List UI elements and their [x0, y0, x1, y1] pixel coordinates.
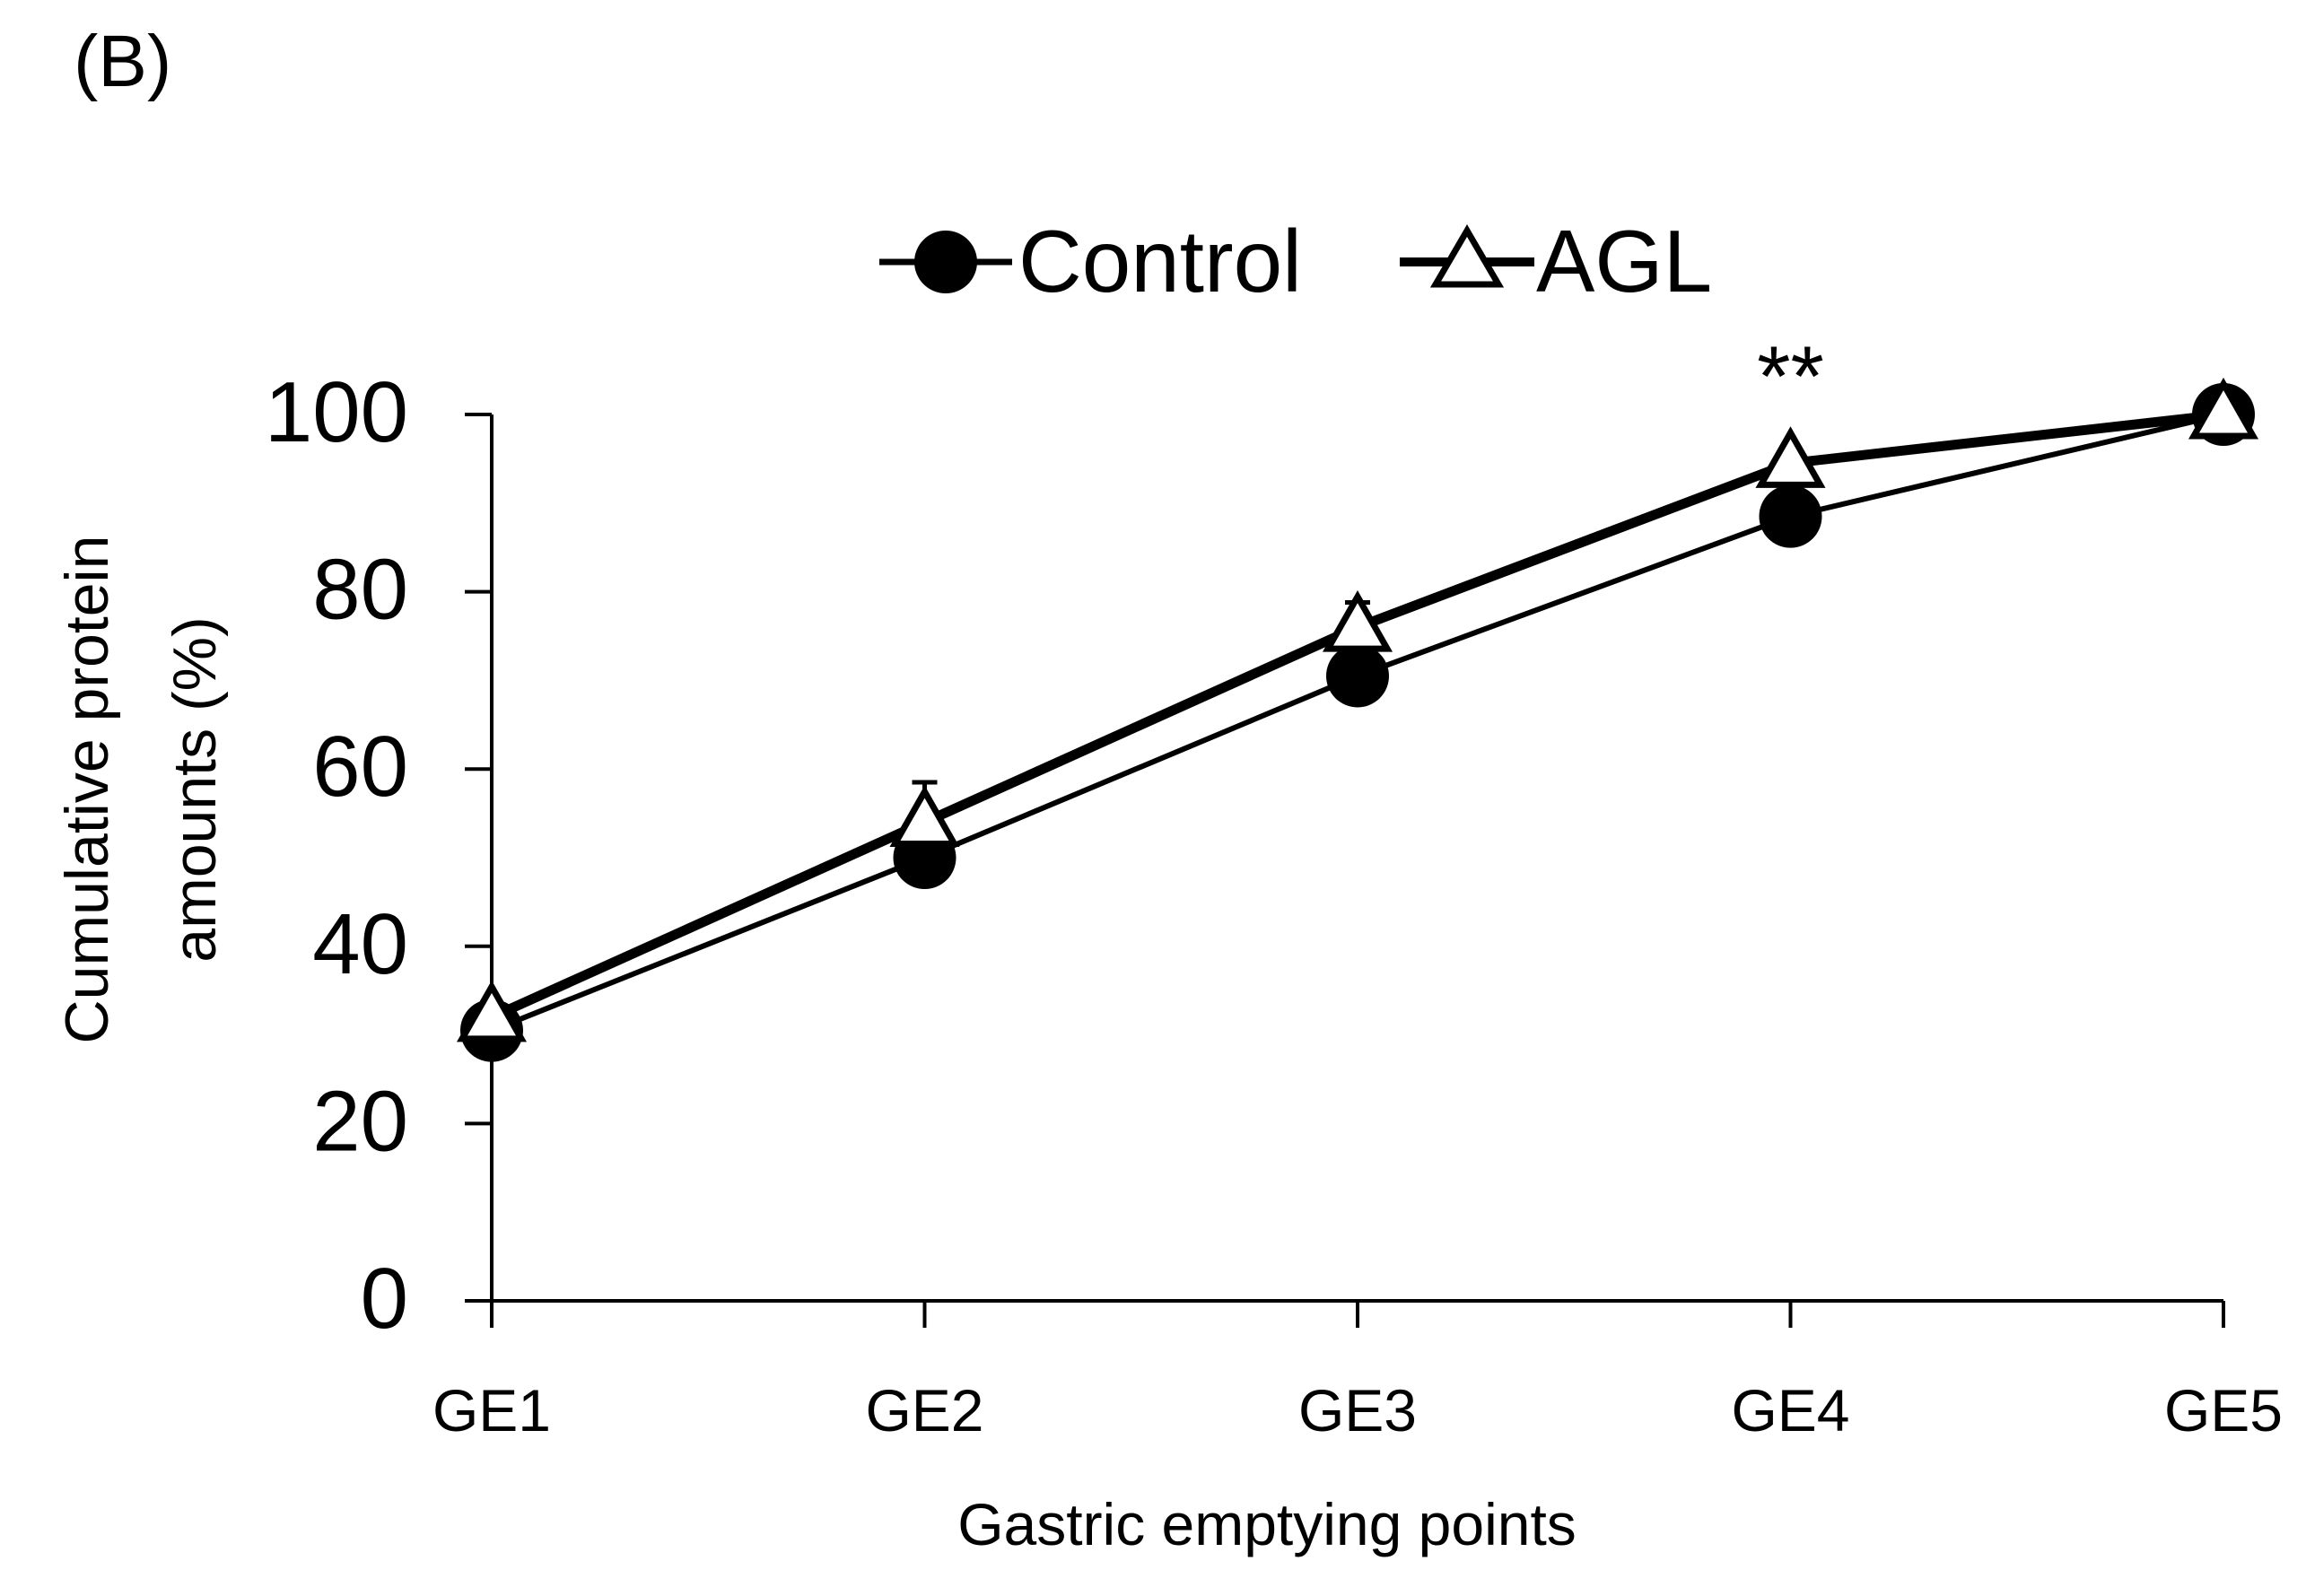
y-tick-label: 60 [312, 719, 408, 815]
legend-marker-agl [1429, 224, 1505, 288]
y-tick-label: 0 [361, 1251, 408, 1347]
x-tick-label: GE4 [1731, 1377, 1849, 1443]
series-line-control [490, 412, 2224, 1033]
y-ticks: 0 20 40 60 80 100 [265, 364, 492, 1347]
annotation-layer: ** [1757, 328, 1824, 424]
y-axis-label: Cumulative protein amounts (%) [53, 536, 229, 1044]
point-control-ge4 [1759, 484, 1822, 548]
legend: Control AGL [879, 212, 1712, 310]
x-axis-label: Gastric emptying points [957, 1491, 1577, 1557]
y-tick-label: 20 [312, 1073, 408, 1169]
panel-label: (B) [74, 21, 172, 102]
y-axis-label-line1: Cumulative protein [53, 536, 121, 1044]
y-tick-label: 40 [312, 896, 408, 992]
x-tick-label: GE3 [1298, 1377, 1417, 1443]
x-ticks: GE1 GE2 GE3 GE4 GE5 [432, 1301, 2283, 1443]
y-tick-label: 80 [312, 542, 408, 638]
point-control-ge3 [1326, 644, 1389, 708]
point-agl-ge5 [2188, 377, 2259, 440]
y-axis-label-line2: amounts (%) [161, 616, 229, 962]
legend-label-control: Control [1018, 212, 1302, 310]
x-tick-label: GE5 [2164, 1377, 2283, 1443]
x-tick-label: GE2 [865, 1377, 983, 1443]
series-layer [456, 377, 2259, 1062]
point-agl-ge3 [1322, 590, 1393, 652]
axes: 0 20 40 60 80 100 GE1 GE2 GE3 GE4 GE5 [265, 364, 2283, 1443]
x-tick-label: GE1 [432, 1377, 551, 1443]
legend-marker-control [914, 231, 977, 293]
legend-label-agl: AGL [1536, 212, 1712, 310]
significance-annotation: ** [1757, 328, 1824, 424]
point-agl-ge4 [1755, 426, 1826, 488]
point-agl-ge2 [889, 785, 960, 847]
point-agl-ge1 [456, 980, 528, 1042]
y-tick-label: 100 [265, 364, 408, 460]
